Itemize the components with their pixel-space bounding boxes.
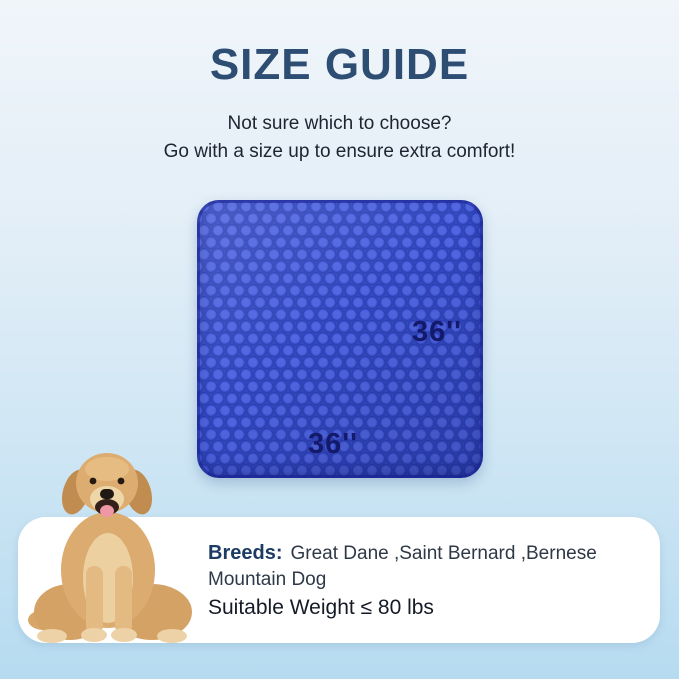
mat-width-label: 36'' — [308, 428, 359, 460]
subtitle-line-1: Not sure which to choose? — [227, 113, 452, 134]
dog-photo — [28, 453, 192, 643]
breeds-value: Great Dane ,Saint Bernard ,Bernese Mount… — [208, 543, 597, 590]
dog-eye-right — [117, 477, 125, 485]
dog-leg-right — [115, 566, 132, 634]
dog-nose — [100, 489, 114, 499]
mat-height-label: 36'' — [412, 316, 463, 348]
suitable-weight-text: Suitable Weight ≤ 80 lbs — [208, 596, 434, 619]
page-title: SIZE GUIDE — [209, 40, 470, 89]
dog-leg-left — [86, 566, 103, 634]
breeds-label: Breeds: — [208, 542, 283, 564]
dog-paw-rear-right — [157, 629, 187, 643]
breeds-line: Breeds: Great Dane ,Saint Bernard ,Bernes… — [208, 540, 638, 593]
cooling-mat-image — [197, 200, 483, 478]
subtitle-line-2: Go with a size up to ensure extra comfor… — [163, 141, 516, 162]
dog-paw-front-right — [111, 628, 137, 642]
dog-paw-front-left — [81, 628, 107, 642]
dog-paw-rear-left — [37, 629, 67, 643]
subtitle: Not sure which to choose? Go with a size… — [0, 110, 679, 166]
dog-tongue — [100, 505, 114, 517]
dog-eye-left — [89, 477, 97, 485]
dog-forehead — [85, 457, 129, 481]
